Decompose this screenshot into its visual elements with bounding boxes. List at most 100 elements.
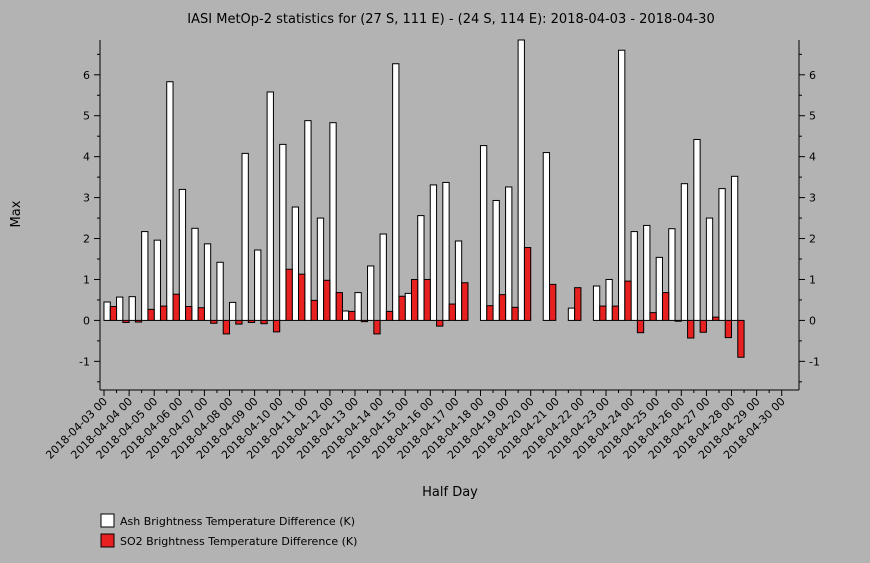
bar-so2 (122, 319, 130, 323)
bar-ash (718, 188, 726, 321)
bar-ash (417, 215, 425, 321)
y-tick-label-left: 1 (83, 273, 90, 286)
legend: Ash Brightness Temperature Difference (K… (100, 513, 357, 548)
bar-ash (116, 296, 124, 321)
bar-ash (367, 265, 375, 321)
bar-ash (291, 206, 300, 321)
bar-ash (392, 63, 400, 321)
bar-ash (705, 217, 714, 321)
bar-so2 (323, 279, 331, 321)
legend-swatch-ash (100, 513, 115, 528)
bar-ash (618, 49, 626, 321)
bar-so2 (109, 305, 118, 321)
y-tick-label-left: 3 (83, 192, 90, 205)
bar-ash (266, 91, 274, 321)
legend-swatch-so2 (100, 533, 115, 548)
bar-so2 (674, 319, 682, 322)
bar-so2 (724, 319, 733, 339)
bar-ash (655, 256, 663, 321)
y-tick-label-left: 0 (83, 314, 90, 327)
bar-ash (730, 175, 739, 321)
bar-ash (630, 231, 638, 321)
chart-title: IASI MetOp-2 statistics for (27 S, 111 E… (187, 12, 714, 27)
bar-so2 (624, 280, 632, 321)
bar-ash (141, 231, 149, 321)
bar-ash (354, 292, 362, 321)
bar-so2 (310, 299, 318, 321)
bar-so2 (511, 306, 519, 321)
bar-ash (643, 224, 651, 321)
legend-label-ash: Ash Brightness Temperature Difference (K… (120, 515, 355, 528)
bar-so2 (699, 319, 707, 333)
bar-so2 (298, 273, 306, 321)
bar-ash (592, 285, 601, 321)
bar-so2 (611, 305, 620, 321)
bar-so2 (360, 319, 369, 323)
bar-so2 (436, 319, 444, 327)
bar-ash (542, 152, 551, 321)
y-tick-label-left: 2 (83, 233, 90, 246)
bar-so2 (335, 292, 343, 321)
bar-so2 (498, 294, 507, 321)
bar-ash (254, 249, 262, 321)
y-tick-label-right: 4 (809, 151, 816, 164)
bar-ash (479, 145, 488, 321)
y-tick-label-right: 3 (809, 192, 816, 205)
bar-so2 (574, 287, 582, 321)
y-tick-label-left: 6 (83, 69, 90, 82)
bar-so2 (272, 319, 281, 333)
bar-ash (517, 39, 525, 321)
bar-so2 (410, 278, 419, 321)
bar-so2 (649, 312, 657, 321)
bar-so2 (285, 268, 293, 321)
bar-ash (241, 152, 249, 321)
y-tick-label-right: 2 (809, 233, 816, 246)
bar-so2 (185, 305, 193, 321)
bar-so2 (549, 283, 557, 321)
bar-so2 (423, 278, 431, 321)
bar-ash (178, 188, 187, 321)
y-tick-label-left: 5 (83, 110, 90, 123)
bar-ash (693, 138, 701, 321)
bar-ash (668, 228, 676, 321)
bar-so2 (197, 307, 205, 321)
bar-ash (166, 81, 174, 321)
bar-so2 (134, 319, 143, 323)
bar-ash (605, 278, 613, 321)
bar-so2 (159, 305, 168, 321)
y-tick-label-left: -1 (79, 355, 90, 368)
bar-ash (505, 186, 513, 321)
bar-so2 (448, 303, 456, 321)
bar-ash (329, 122, 337, 321)
y-tick-label-right: 0 (809, 314, 816, 327)
x-axis-label: Half Day (422, 485, 478, 500)
bar-so2 (398, 295, 406, 321)
bar-so2 (687, 319, 695, 339)
bar-ash (379, 233, 387, 321)
bar-so2 (486, 305, 494, 321)
bar-so2 (636, 319, 645, 334)
y-tick-label-right: 5 (809, 110, 816, 123)
bar-so2 (373, 319, 381, 335)
bar-ash (404, 292, 412, 321)
bar-ash (304, 120, 312, 321)
bar-ash (103, 301, 111, 321)
y-tick-label-right: 1 (809, 273, 816, 286)
bar-so2 (523, 247, 532, 321)
bar-so2 (348, 310, 356, 321)
bar-ash (442, 181, 450, 321)
bar-ash (153, 239, 161, 321)
y-axis-label: Max (9, 200, 24, 227)
bar-ash (454, 240, 463, 321)
y-tick-label-left: 4 (83, 151, 90, 164)
bar-so2 (172, 293, 180, 321)
bar-ash (228, 301, 237, 321)
bar-so2 (385, 310, 394, 321)
bar-ash (680, 183, 689, 321)
y-tick-label-right: -1 (809, 355, 820, 368)
y-tick-label-right: 6 (809, 69, 816, 82)
bar-ash (341, 310, 350, 321)
bar-so2 (712, 316, 720, 321)
